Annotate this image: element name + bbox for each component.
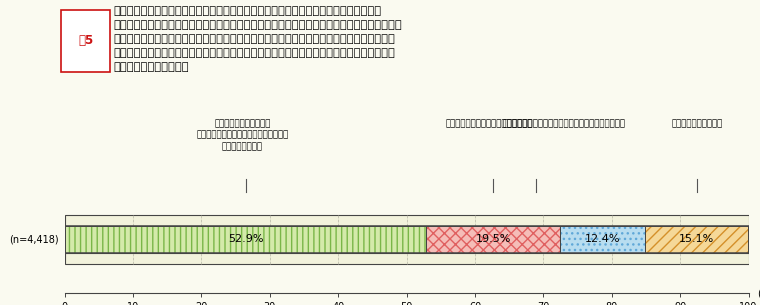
Bar [65,226,426,253]
Bar [560,226,644,253]
Bar [644,226,748,253]
Bar [65,226,426,253]
Bar [644,226,748,253]
Bar [65,226,749,253]
Text: 15.1%: 15.1% [679,235,714,244]
FancyBboxPatch shape [61,10,110,72]
Text: 倫理審査会の公務員倫理ホットラインのみ知っていた: 倫理審査会の公務員倫理ホットラインのみ知っていた [502,119,625,128]
Text: 12.4%: 12.4% [584,235,620,244]
Text: 52.9%: 52.9% [228,235,263,244]
Bar [65,253,749,264]
Bar [426,226,560,253]
Text: 19.5%: 19.5% [476,235,511,244]
Bar [65,215,749,226]
Text: (%): (%) [757,289,760,299]
Bar [426,226,560,253]
Text: (n=4,418): (n=4,418) [10,235,59,244]
Bar [644,226,748,253]
Text: どちらも知らなかった: どちらも知らなかった [672,119,723,128]
Bar [560,226,644,253]
Text: 所属府省等の通報窓口と
倫理審査会の公務員倫理ホットラインの
両方を知っていた: 所属府省等の通報窓口と 倫理審査会の公務員倫理ホットラインの 両方を知っていた [196,119,289,151]
Text: 図5: 図5 [78,34,93,47]
Bar [426,226,560,253]
Text: 所属府省等の通報窓口のみ知っていた: 所属府省等の通報窓口のみ知っていた [445,119,532,128]
Text: 倫理法・倫理規程に関する通報窓口には、各府省等のもの（他の通報制度と一体となっ
ているものを含みます。）と倫理審査会のもの（公務員倫理ホットライン）とがあります: 倫理法・倫理規程に関する通報窓口には、各府省等のもの（他の通報制度と一体となっ … [114,6,403,72]
Bar [65,226,426,253]
Bar [560,226,644,253]
